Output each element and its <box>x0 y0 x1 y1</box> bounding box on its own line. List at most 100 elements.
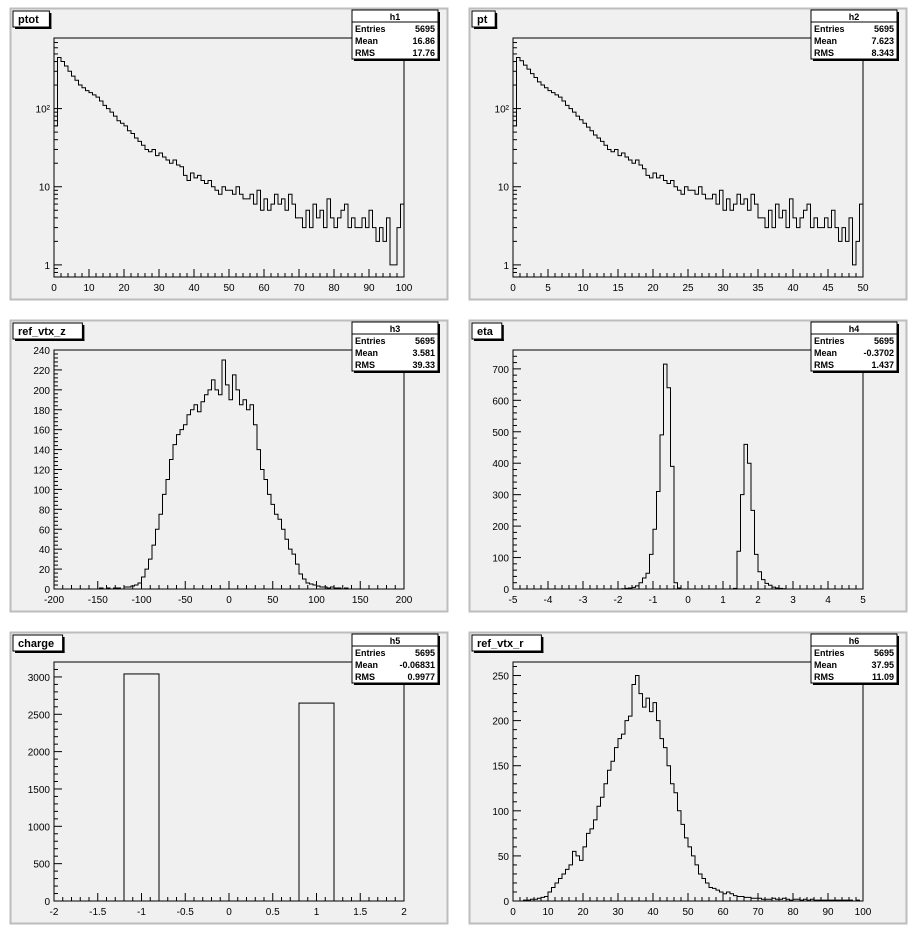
y-tick-label: 200 <box>492 717 509 728</box>
stats-label-entries: Entries <box>814 24 845 34</box>
y-tick-label: 500 <box>492 428 509 439</box>
y-tick-label: 100 <box>492 807 509 818</box>
x-tick-label: 100 <box>855 907 872 918</box>
y-tick-label: 140 <box>33 446 50 457</box>
histogram-title: charge <box>12 634 65 653</box>
stats-value-rms: 11.09 <box>872 672 894 682</box>
stats-value-rms: 17.76 <box>412 48 435 58</box>
histogram-title: ref_vtx_r <box>471 634 544 653</box>
x-tick-label: 0 <box>226 907 232 918</box>
x-tick-label: 0 <box>510 283 516 294</box>
plot-frame <box>53 661 405 902</box>
x-tick-label: 80 <box>328 283 340 294</box>
stats-value-rms: 0.9977 <box>407 672 435 682</box>
stats-label-mean: Mean <box>814 36 837 46</box>
stats-label-mean: Mean <box>814 348 837 358</box>
stats-label-mean: Mean <box>355 36 378 46</box>
x-tick-label: 90 <box>822 907 834 918</box>
x-tick-label: 50 <box>857 283 869 294</box>
stats-value-rms: 1.437 <box>871 360 894 370</box>
x-tick-label: 5 <box>545 283 551 294</box>
y-tick-label: 250 <box>492 672 509 683</box>
x-tick-label: 50 <box>223 283 235 294</box>
histogram-pad-charge: -2 -1.5 -1 -0.5 0 0.5 1 1.5 2 0 500 1000 1500 2000 250… <box>9 631 449 925</box>
x-tick-label: 4 <box>825 595 831 606</box>
y-tick-label: 180 <box>33 406 50 417</box>
title-shadow <box>15 651 65 653</box>
histogram-title: ptot <box>12 10 52 29</box>
stats-value-mean: 16.86 <box>412 36 435 46</box>
stats-name: h1 <box>390 12 401 22</box>
y-tick-label: 10² <box>36 105 51 116</box>
x-tick-label: -2 <box>50 907 59 918</box>
stats-value-rms: 39.33 <box>412 360 435 370</box>
x-tick-label: -0.5 <box>177 907 195 918</box>
x-tick-label: 20 <box>647 283 659 294</box>
x-tick-label: 40 <box>647 907 659 918</box>
stats-value-rms: 8.343 <box>871 48 894 58</box>
x-tick-label: 1.5 <box>353 907 367 918</box>
stats-value-mean: -0.3702 <box>863 348 894 358</box>
y-tick-label: 700 <box>492 365 509 376</box>
y-tick-label: 220 <box>33 366 50 377</box>
x-tick-label: 80 <box>787 907 799 918</box>
x-tick-label: 0 <box>510 907 516 918</box>
y-tick-label: 1500 <box>28 785 51 796</box>
stats-box: h3 Entries 5695 Mean 3.581 RMS 39.33 <box>351 321 440 373</box>
title-shadow <box>495 13 498 29</box>
stats-label-rms: RMS <box>355 672 375 682</box>
x-tick-label: -1 <box>137 907 146 918</box>
x-tick-label: 90 <box>363 283 375 294</box>
stats-name: h3 <box>390 324 401 334</box>
y-tick-label: 240 <box>33 346 50 357</box>
stats-label-entries: Entries <box>355 24 386 34</box>
y-tick-label: 500 <box>33 860 50 871</box>
x-tick-label: -3 <box>579 595 588 606</box>
y-tick-label: 2500 <box>28 710 51 721</box>
x-tick-label: 2 <box>755 595 761 606</box>
stats-value-entries: 5695 <box>874 648 894 658</box>
stats-label-rms: RMS <box>355 360 375 370</box>
stats-value-mean: 37.95 <box>871 660 894 670</box>
x-tick-label: 5 <box>860 595 866 606</box>
stats-box: h1 Entries 5695 Mean 16.86 RMS 17.76 <box>351 9 440 61</box>
x-tick-label: 100 <box>396 283 413 294</box>
y-tick-label: 120 <box>33 466 50 477</box>
y-tick-label: 1000 <box>28 822 51 833</box>
histogram-pad-eta: -5 -4 -3 -2 -1 0 1 2 3 4 5 0 100 200 300 400 500 600 700 et… <box>468 319 908 613</box>
y-tick-label: 100 <box>33 485 50 496</box>
pad-border <box>468 631 908 925</box>
stats-value-entries: 5695 <box>415 648 435 658</box>
pad-border <box>9 319 449 613</box>
title-shadow <box>474 339 504 341</box>
stats-label-mean: Mean <box>355 348 378 358</box>
y-tick-label: 10 <box>39 183 51 194</box>
plot-frame <box>512 661 864 902</box>
stats-value-entries: 5695 <box>415 24 435 34</box>
x-tick-label: 3 <box>790 595 796 606</box>
histogram-title: pt <box>471 10 498 29</box>
stats-value-mean: 3.581 <box>412 348 435 358</box>
y-tick-label: 200 <box>33 386 50 397</box>
x-tick-label: 20 <box>577 907 589 918</box>
y-tick-label: 0 <box>503 897 509 908</box>
histogram-pad-pt: 0 5 10 15 20 25 30 35 40 45 50 1 10 10² pt h2 Entries 569… <box>468 7 908 301</box>
x-tick-label: 25 <box>682 283 694 294</box>
y-tick-label: 1 <box>44 261 50 272</box>
x-tick-label: -2 <box>614 595 623 606</box>
y-tick-label: 150 <box>492 762 509 773</box>
title-shadow <box>474 27 498 29</box>
stats-name: h4 <box>849 324 860 334</box>
histogram-line <box>512 57 864 277</box>
stats-frame <box>810 321 898 372</box>
x-tick-label: -100 <box>131 595 151 606</box>
stats-label-entries: Entries <box>355 648 386 658</box>
x-tick-label: -5 <box>509 595 518 606</box>
title-shadow <box>62 637 65 653</box>
x-tick-label: 30 <box>717 283 729 294</box>
y-tick-label: 10 <box>498 183 510 194</box>
stats-value-entries: 5695 <box>874 336 894 346</box>
x-tick-label: 30 <box>153 283 165 294</box>
histogram-title-text: pt <box>477 14 488 26</box>
